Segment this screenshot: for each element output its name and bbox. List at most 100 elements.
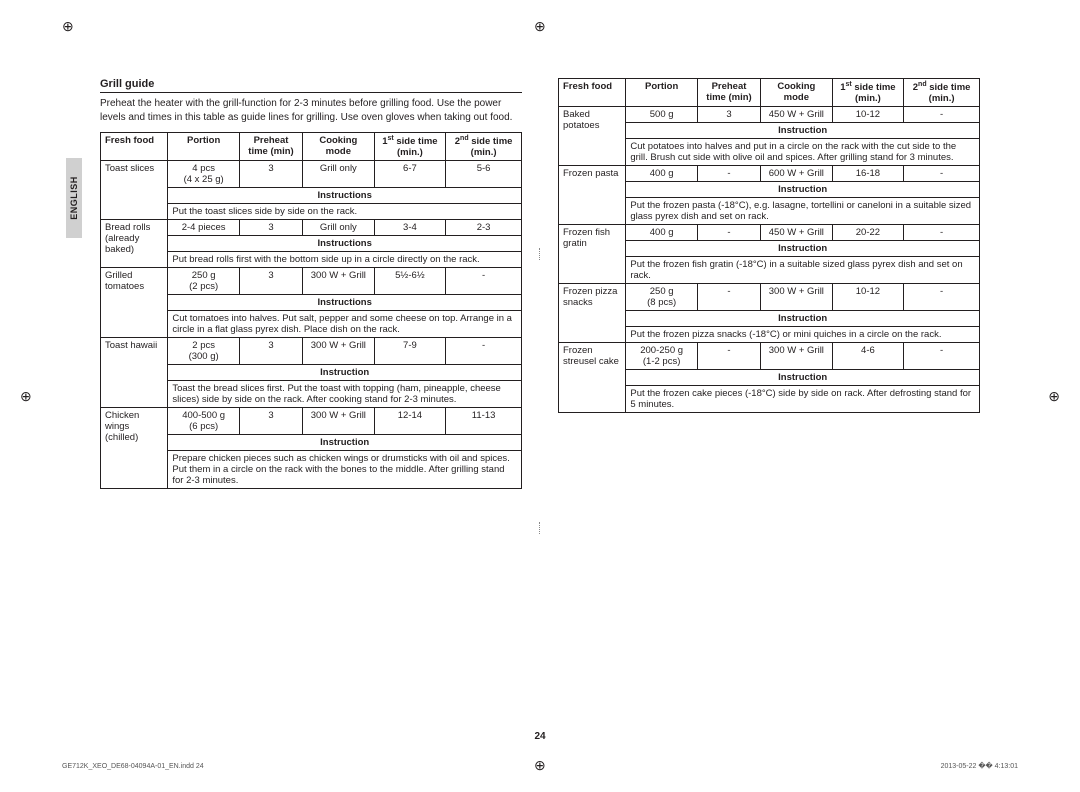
cell-preheat: 3 <box>239 220 302 236</box>
cell-side2: - <box>904 284 980 311</box>
right-column: Fresh food Portion Preheat time (min) Co… <box>558 78 980 489</box>
cell-cooking: 300 W + Grill <box>761 284 833 311</box>
cell-portion: 2-4 pieces <box>168 220 240 236</box>
cell-portion: 500 g <box>626 107 698 123</box>
cell-side2: - <box>904 225 980 241</box>
th-cooking: Cooking mode <box>761 79 833 107</box>
cell-food: Grilled tomatoes <box>101 268 168 338</box>
cell-side2: - <box>446 268 522 295</box>
page-number: 24 <box>0 731 1080 742</box>
th-side1: 1st side time (min.) <box>374 133 446 161</box>
table-header-row: Fresh food Portion Preheat time (min) Co… <box>101 133 522 161</box>
table-row: Toast slices4 pcs(4 x 25 g)3Grill only6-… <box>101 161 522 188</box>
cell-side2: 2-3 <box>446 220 522 236</box>
crop-mark-icon: ⊕ <box>534 757 546 774</box>
cell-instruction-text: Put the frozen fish gratin (-18°C) in a … <box>626 257 980 284</box>
cell-side1: 3-4 <box>374 220 446 236</box>
table-row: Baked potatoes500 g3450 W + Grill10-12- <box>559 107 980 123</box>
table-row: Frozen pasta400 g-600 W + Grill16-18- <box>559 166 980 182</box>
cell-portion: 200-250 g(1-2 pcs) <box>626 343 698 370</box>
language-label: ENGLISH <box>69 176 79 220</box>
table-row: Chicken wings (chilled)400-500 g(6 pcs)3… <box>101 408 522 435</box>
cell-food: Toast hawaii <box>101 338 168 408</box>
cell-instruction-header: Instructions <box>168 295 522 311</box>
cell-cooking: 300 W + Grill <box>761 343 833 370</box>
cell-side2: - <box>904 166 980 182</box>
cell-portion: 400-500 g(6 pcs) <box>168 408 240 435</box>
section-title: Grill guide <box>100 78 522 93</box>
cell-food: Bread rolls (already baked) <box>101 220 168 268</box>
th-side1: 1st side time (min.) <box>832 79 904 107</box>
th-food: Fresh food <box>101 133 168 161</box>
cell-portion: 250 g(2 pcs) <box>168 268 240 295</box>
crop-mark-icon: ⊕ <box>534 18 546 35</box>
cell-instruction-header: Instruction <box>626 182 980 198</box>
cell-instruction-header: Instruction <box>168 435 522 451</box>
cell-cooking: Grill only <box>303 220 375 236</box>
cell-preheat: 3 <box>239 408 302 435</box>
th-portion: Portion <box>626 79 698 107</box>
cell-food: Frozen fish gratin <box>559 225 626 284</box>
page-content: Grill guide Preheat the heater with the … <box>100 78 980 489</box>
crop-mark-icon: ⊕ <box>1048 388 1060 405</box>
cell-instruction-header: Instruction <box>626 370 980 386</box>
crop-mark-icon: ⊕ <box>20 388 32 405</box>
cell-side2: 11-13 <box>446 408 522 435</box>
th-preheat: Preheat time (min) <box>697 79 760 107</box>
cell-side1: 4-6 <box>832 343 904 370</box>
th-preheat: Preheat time (min) <box>239 133 302 161</box>
cell-preheat: - <box>697 166 760 182</box>
cell-preheat: 3 <box>239 338 302 365</box>
th-side2: 2nd side time (min.) <box>904 79 980 107</box>
crop-mark-icon: ⊕ <box>62 18 74 35</box>
cell-preheat: - <box>697 343 760 370</box>
language-tab: ENGLISH <box>66 158 82 238</box>
cell-food: Frozen pizza snacks <box>559 284 626 343</box>
cell-side2: - <box>904 343 980 370</box>
cell-food: Frozen pasta <box>559 166 626 225</box>
table-row: Bread rolls (already baked)2-4 pieces3Gr… <box>101 220 522 236</box>
table-row: Frozen fish gratin400 g-450 W + Grill20-… <box>559 225 980 241</box>
th-cooking: Cooking mode <box>303 133 375 161</box>
cell-cooking: 300 W + Grill <box>303 268 375 295</box>
cell-cooking: Grill only <box>303 161 375 188</box>
cell-food: Baked potatoes <box>559 107 626 166</box>
cell-food: Chicken wings (chilled) <box>101 408 168 489</box>
table-row: Frozen pizza snacks250 g(8 pcs)-300 W + … <box>559 284 980 311</box>
cell-preheat: 3 <box>239 268 302 295</box>
intro-text: Preheat the heater with the grill-functi… <box>100 97 522 124</box>
table-header-row: Fresh food Portion Preheat time (min) Co… <box>559 79 980 107</box>
cell-cooking: 450 W + Grill <box>761 107 833 123</box>
cell-portion: 400 g <box>626 166 698 182</box>
cell-instruction-text: Put the frozen cake pieces (-18°C) side … <box>626 386 980 413</box>
grill-table-left: Fresh food Portion Preheat time (min) Co… <box>100 132 522 489</box>
cell-instruction-text: Put bread rolls first with the bottom si… <box>168 252 522 268</box>
cell-instruction-header: Instructions <box>168 188 522 204</box>
cell-side1: 5½-6½ <box>374 268 446 295</box>
table-row: Toast hawaii2 pcs(300 g)3300 W + Grill7-… <box>101 338 522 365</box>
cell-instruction-text: Put the toast slices side by side on the… <box>168 204 522 220</box>
th-portion: Portion <box>168 133 240 161</box>
cell-side1: 16-18 <box>832 166 904 182</box>
cell-preheat: 3 <box>239 161 302 188</box>
cell-side1: 12-14 <box>374 408 446 435</box>
cell-side1: 10-12 <box>832 107 904 123</box>
cell-instruction-text: Prepare chicken pieces such as chicken w… <box>168 451 522 489</box>
cell-cooking: 300 W + Grill <box>303 338 375 365</box>
cell-side1: 7-9 <box>374 338 446 365</box>
column-divider <box>539 522 540 534</box>
cell-portion: 400 g <box>626 225 698 241</box>
cell-instruction-header: Instruction <box>626 241 980 257</box>
cell-portion: 2 pcs(300 g) <box>168 338 240 365</box>
cell-preheat: - <box>697 284 760 311</box>
table-row: Grilled tomatoes250 g(2 pcs)3300 W + Gri… <box>101 268 522 295</box>
cell-preheat: - <box>697 225 760 241</box>
cell-side1: 20-22 <box>832 225 904 241</box>
cell-cooking: 450 W + Grill <box>761 225 833 241</box>
cell-portion: 4 pcs(4 x 25 g) <box>168 161 240 188</box>
th-food: Fresh food <box>559 79 626 107</box>
cell-preheat: 3 <box>697 107 760 123</box>
cell-food: Frozen streusel cake <box>559 343 626 413</box>
cell-side1: 10-12 <box>832 284 904 311</box>
cell-instruction-text: Cut potatoes into halves and put in a ci… <box>626 139 980 166</box>
